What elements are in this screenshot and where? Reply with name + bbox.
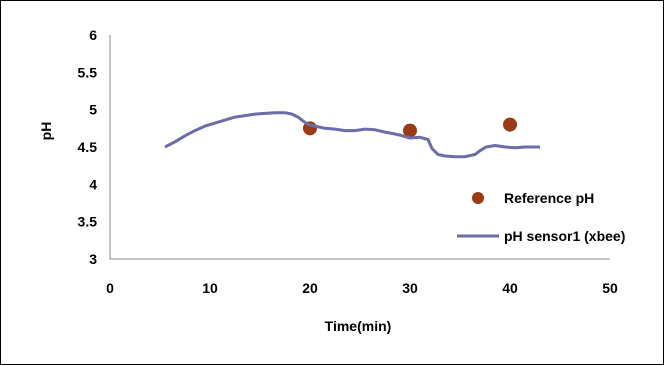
y-tick-label: 5.5 bbox=[78, 64, 98, 80]
y-tick-label: 3 bbox=[89, 251, 97, 267]
legend: Reference pH pH sensor1 (xbee) bbox=[457, 190, 625, 244]
x-tick-label: 20 bbox=[302, 280, 318, 296]
axes: 3 3.5 4 4.5 5 5.5 6 0 10 20 30 40 50 bbox=[78, 27, 618, 296]
legend-label-ph-sensor1: pH sensor1 (xbee) bbox=[504, 228, 625, 244]
y-axis-title: pH bbox=[38, 122, 54, 141]
x-axis-title: Time(min) bbox=[325, 318, 392, 334]
x-tick-label: 50 bbox=[602, 280, 618, 296]
x-tick-label: 0 bbox=[106, 280, 114, 296]
y-tick-label: 3.5 bbox=[78, 214, 98, 230]
reference-ph-point bbox=[503, 117, 517, 132]
plot-series bbox=[164, 111, 540, 159]
reference-ph-point bbox=[403, 123, 417, 138]
legend-marker-reference-ph bbox=[472, 192, 484, 204]
y-tick-label: 4.5 bbox=[78, 139, 98, 155]
x-tick-label: 30 bbox=[402, 280, 418, 296]
series-line-ph-sensor1 bbox=[164, 111, 540, 159]
y-tick-label: 6 bbox=[89, 27, 97, 43]
y-tick-label: 4 bbox=[89, 176, 97, 192]
x-tick-label: 10 bbox=[202, 280, 218, 296]
y-tick-label: 5 bbox=[89, 102, 97, 118]
x-tick-label: 40 bbox=[502, 280, 518, 296]
legend-label-reference-ph: Reference pH bbox=[504, 190, 594, 206]
